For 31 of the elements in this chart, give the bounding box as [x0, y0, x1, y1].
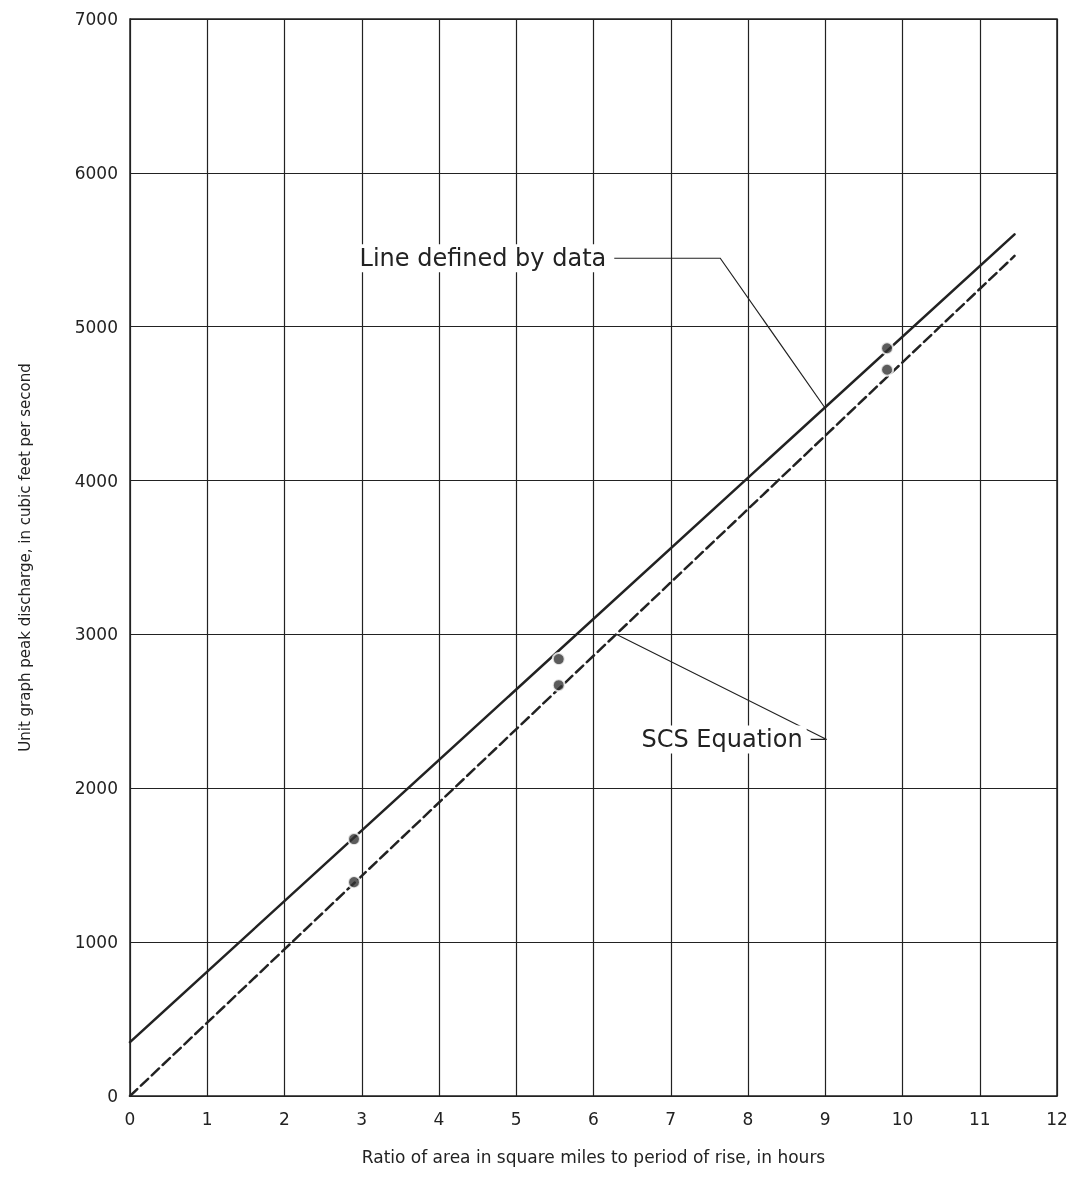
annotation: Line defined by data — [359, 244, 607, 273]
y-tick-label: 2000 — [74, 778, 118, 799]
y-axis-title: Unit graph peak discharge, in cubic feet per second — [15, 363, 34, 752]
point — [551, 678, 566, 693]
annotation: SCS Equation — [641, 725, 803, 754]
x-tick-label: 12 — [1046, 1108, 1068, 1129]
x-tick-label: 4 — [433, 1108, 445, 1129]
y-tick-label: 6000 — [74, 162, 118, 183]
y-tick-label: 5000 — [74, 316, 118, 337]
x-tick-label: 8 — [742, 1108, 754, 1129]
point — [347, 832, 362, 847]
x-tick-label: 7 — [665, 1108, 677, 1129]
x-tick-label: 0 — [124, 1108, 136, 1129]
x-tick-label: 2 — [279, 1108, 290, 1129]
point — [880, 341, 895, 356]
x-tick-label: 1 — [201, 1108, 213, 1129]
y-tick-label: 1000 — [74, 932, 118, 953]
x-axis-title: Ratio of area in square miles to period of rise, in hours — [361, 1146, 826, 1167]
point — [880, 362, 895, 377]
y-tick-label: 3000 — [74, 624, 118, 645]
y-tick-label: 7000 — [74, 9, 118, 29]
point — [551, 652, 566, 667]
x-tick-label: 11 — [968, 1108, 991, 1129]
x-tick-label: 3 — [356, 1108, 368, 1129]
y-tick-label: 4000 — [74, 470, 118, 491]
x-tick-label: 10 — [891, 1108, 914, 1129]
x-tick-label: 9 — [819, 1108, 831, 1129]
y-tick-label: 0 — [107, 1086, 118, 1106]
point — [347, 875, 362, 890]
x-tick-label: 6 — [588, 1108, 599, 1129]
x-tick-label: 5 — [510, 1108, 522, 1129]
